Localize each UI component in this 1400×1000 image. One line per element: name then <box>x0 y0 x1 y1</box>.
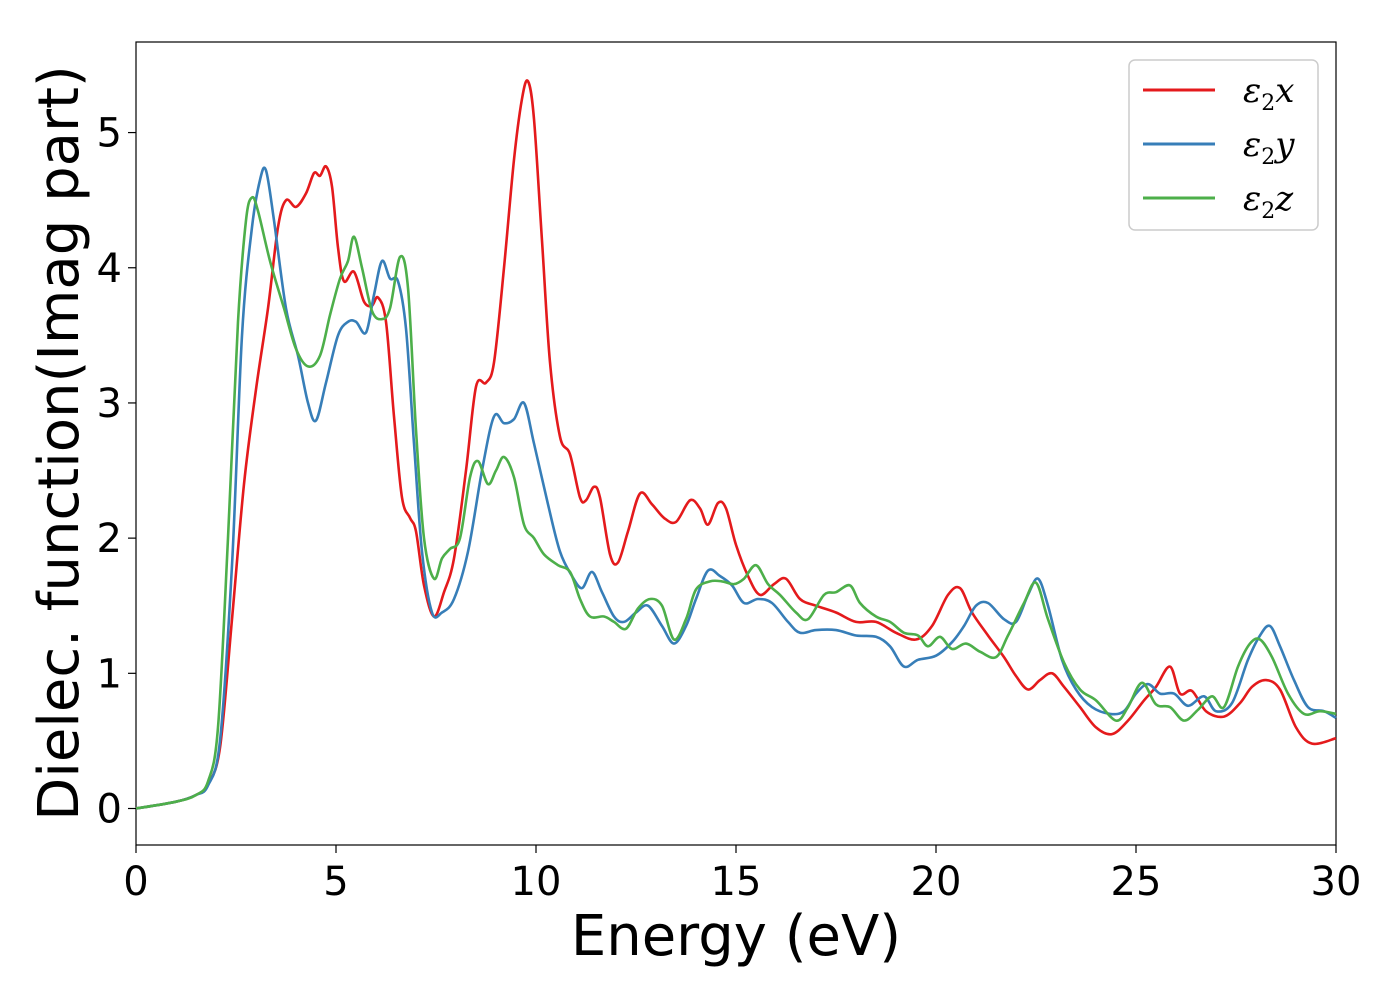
x-tick-label: 0 <box>123 859 148 905</box>
legend-label-x: ε2x <box>1243 71 1294 116</box>
y-axis-ticks: 0 1 2 3 4 5 <box>97 111 136 833</box>
x-tick-label: 5 <box>323 859 348 905</box>
y-tick-label: 4 <box>97 246 122 292</box>
series-layer <box>135 79 1337 810</box>
legend: ε2x ε2y ε2z <box>1128 59 1319 231</box>
series-line-x <box>135 79 1337 810</box>
y-axis-title: Dielec. function(Imag part) <box>27 65 92 821</box>
legend-frame <box>1128 59 1319 231</box>
y-tick-label: 2 <box>97 516 122 562</box>
y-tick-label: 1 <box>97 651 122 697</box>
x-tick-label: 15 <box>711 859 762 905</box>
x-tick-label: 10 <box>511 859 562 905</box>
x-tick-label: 20 <box>911 859 962 905</box>
series-line-z <box>135 195 1337 810</box>
legend-label-y: ε2y <box>1243 125 1295 170</box>
x-tick-label: 25 <box>1111 859 1162 905</box>
x-tick-label: 30 <box>1311 859 1362 905</box>
series-line-y <box>135 166 1337 810</box>
y-tick-label: 5 <box>97 111 122 157</box>
x-axis-ticks: 0 5 10 15 20 25 30 <box>123 845 1361 905</box>
y-tick-label: 0 <box>97 787 122 833</box>
x-axis-title: Energy (eV) <box>571 904 901 969</box>
y-tick-label: 3 <box>97 381 122 427</box>
legend-label-z: ε2z <box>1243 179 1294 224</box>
